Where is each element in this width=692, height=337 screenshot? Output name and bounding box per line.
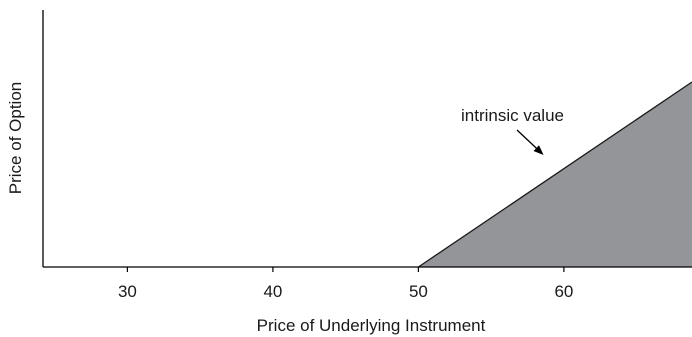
annotation-arrow-shaft [516, 129, 537, 149]
x-axis-title: Price of Underlying Instrument [257, 316, 486, 335]
x-tick-label: 50 [409, 282, 428, 301]
annotation-arrow-head [533, 145, 544, 155]
annotation-label: intrinsic value [461, 106, 564, 125]
x-tick-label: 40 [263, 282, 282, 301]
x-tick-label: 60 [554, 282, 573, 301]
x-tick-label: 30 [118, 282, 137, 301]
y-axis-title: Price of Option [6, 82, 25, 194]
plot-area [418, 81, 692, 268]
intrinsic-value-line [418, 81, 692, 268]
x-tick-labels: 30 40 50 60 [118, 267, 573, 301]
annotation: intrinsic value [461, 106, 564, 155]
